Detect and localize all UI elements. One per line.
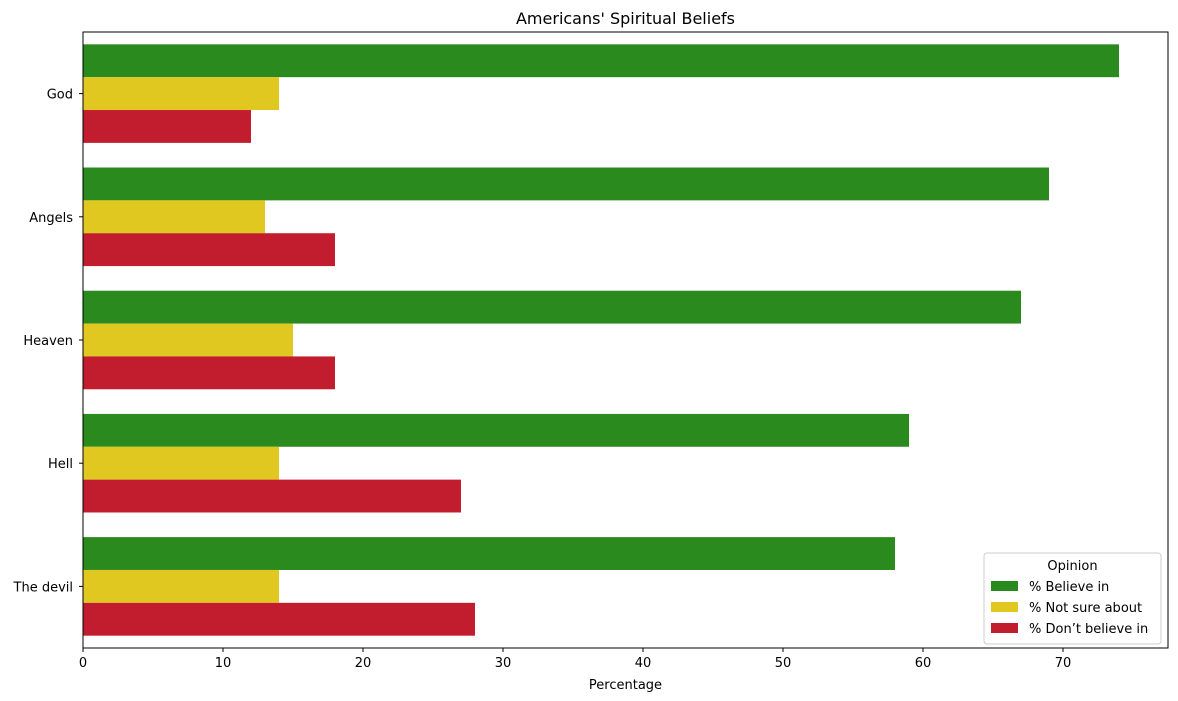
axes-frame: [82, 31, 1169, 649]
x-tick-label: 20: [355, 656, 372, 671]
x-tick-label: 50: [775, 656, 792, 671]
chart-title: Americans' Spiritual Beliefs: [516, 9, 735, 28]
bar-angels-not-sure-about: [83, 200, 265, 234]
legend-label-believe-in: % Believe in: [1029, 580, 1109, 595]
legend-title: Opinion: [1047, 559, 1097, 574]
y-tick-label: The devil: [13, 580, 73, 595]
x-tick-label: 60: [915, 656, 932, 671]
bar-heaven-not-sure-about: [83, 323, 293, 357]
legend: Opinion % Believe in % Not sure about % Do…: [983, 552, 1162, 645]
bar-angels-don-t-believe-in: [83, 233, 335, 267]
plot-area: God Angels Heaven Hell The devil 0 10 20 30 40 50 6…: [13, 31, 1169, 671]
y-tick-label: Hell: [48, 457, 73, 472]
bar-heaven-don-t-believe-in: [83, 356, 335, 390]
legend-frame: [983, 552, 1162, 645]
y-tick-label: Heaven: [23, 334, 73, 349]
bar-hell-not-sure-about: [83, 446, 279, 480]
x-tick-label: 70: [1055, 656, 1072, 671]
legend-swatch-don-t-believe-in: [991, 623, 1018, 633]
bar-angels-believe-in: [83, 167, 1049, 201]
legend-swatch-believe-in: [991, 581, 1018, 591]
x-axis-label: Percentage: [589, 678, 662, 693]
x-tick-label: 40: [635, 656, 652, 671]
bar-god-not-sure-about: [83, 77, 279, 111]
bar-the-devil-believe-in: [83, 537, 895, 570]
bar-the-devil-not-sure-about: [83, 569, 279, 603]
bar-god-don-t-believe-in: [83, 110, 251, 143]
bar-hell-believe-in: [83, 413, 909, 447]
legend-label-don-t-believe-in: % Don’t believe in: [1029, 622, 1148, 637]
bar-the-devil-don-t-believe-in: [83, 602, 475, 636]
legend-swatch-not-sure-about: [991, 602, 1018, 612]
x-tick-label: 0: [79, 656, 87, 671]
y-tick-label: God: [47, 88, 73, 103]
bar-god-believe-in: [83, 44, 1119, 78]
legend-label-not-sure-about: % Not sure about: [1029, 601, 1142, 616]
x-tick-label: 30: [495, 656, 512, 671]
x-tick-label: 10: [215, 656, 232, 671]
bar-hell-don-t-believe-in: [83, 479, 461, 513]
y-tick-label: Angels: [29, 211, 73, 226]
bar-heaven-believe-in: [83, 290, 1021, 324]
